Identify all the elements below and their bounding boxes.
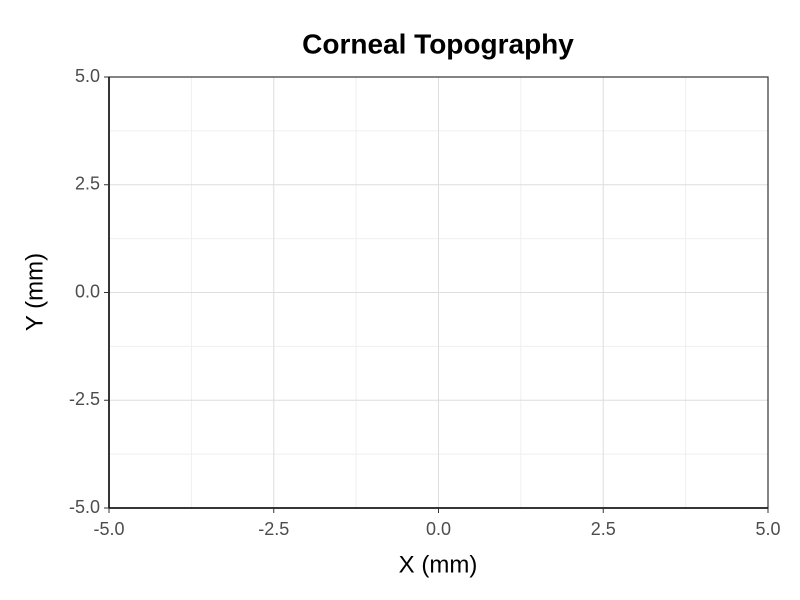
x-tick-label: 2.5 [591,519,616,539]
x-tick-label: -5.0 [93,519,124,539]
y-tick-label: -5.0 [69,497,100,517]
x-axis-label: X (mm) [399,551,478,578]
x-tick-label: 5.0 [755,519,780,539]
y-tick-label: 5.0 [75,66,100,86]
x-tick-label: 0.0 [426,519,451,539]
y-tick-label: 2.5 [75,174,100,194]
y-tick-label: 0.0 [75,281,100,301]
y-axis-label: Y (mm) [21,253,48,331]
y-tick-label: -2.5 [69,389,100,409]
x-tick-label: -2.5 [258,519,289,539]
chart-title: Corneal Topography [302,28,574,59]
